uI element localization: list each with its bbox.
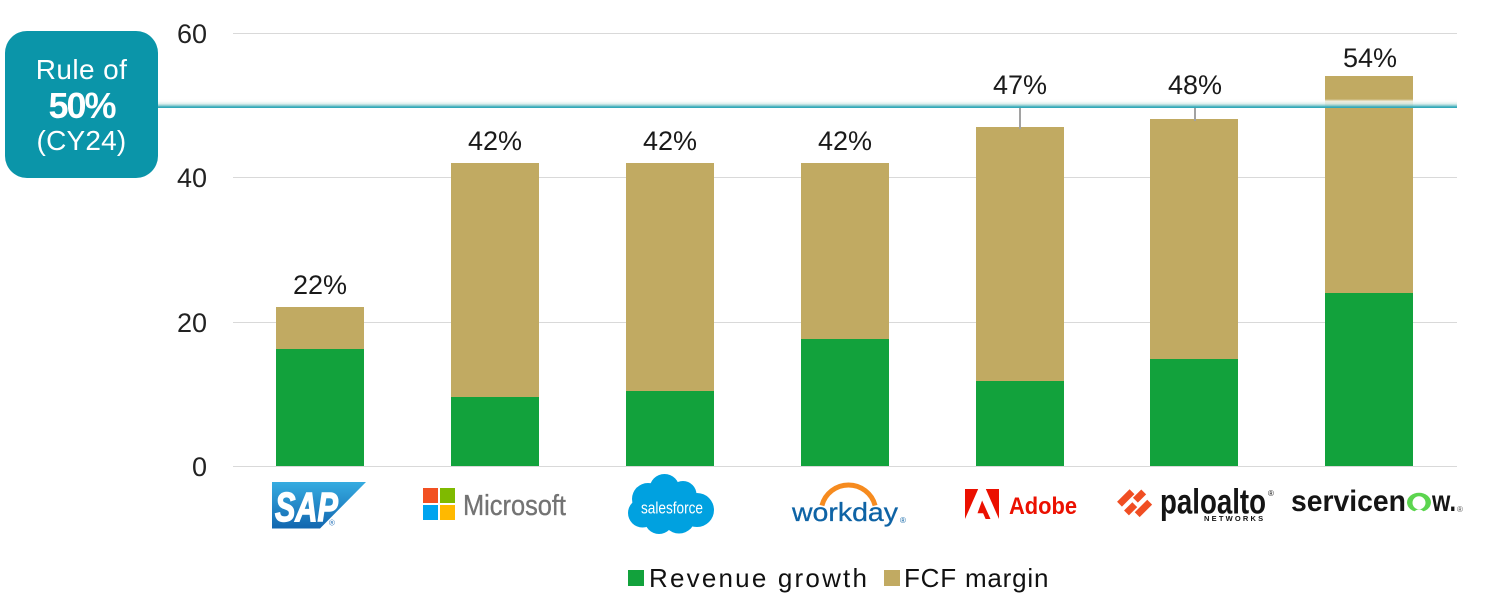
svg-text:SAP: SAP (275, 484, 338, 529)
svg-text:paloalto: paloalto (1160, 488, 1266, 522)
svg-text:®: ® (900, 516, 906, 525)
svg-text:®: ® (329, 519, 335, 528)
svg-text:workday: workday (791, 497, 898, 527)
svg-text:Adobe: Adobe (1009, 493, 1077, 519)
svg-text:w.: w. (1431, 485, 1456, 517)
svg-text:servicen: servicen (1291, 485, 1406, 517)
svg-text:NETWORKS: NETWORKS (1204, 514, 1265, 522)
svg-text:®: ® (1457, 505, 1463, 514)
svg-text:®: ® (1268, 489, 1274, 498)
svg-text:Microsoft: Microsoft (463, 490, 566, 522)
svg-text:salesforce: salesforce (641, 499, 703, 518)
